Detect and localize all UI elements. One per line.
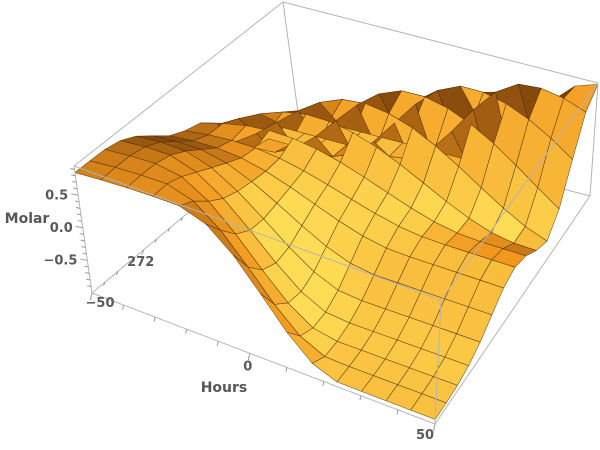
hours-minor-tick — [153, 316, 156, 322]
molar-major-tick — [75, 225, 83, 229]
molar-minor-tick — [77, 220, 82, 222]
molar-minor-tick — [82, 252, 87, 255]
hours-major-tick — [90, 292, 93, 301]
surface-quad — [410, 393, 447, 420]
box-edge-back-vertical — [282, 1, 300, 121]
box-edge-top-back-left — [73, 1, 284, 167]
box-edge-top-front-left — [73, 165, 442, 301]
kelvin-minor-tick — [128, 260, 132, 265]
molar-minor-tick — [71, 174, 76, 177]
kelvin-minor-tick — [116, 271, 119, 276]
hours-axis-line — [91, 292, 436, 425]
hours-minor-tick — [185, 329, 188, 334]
hours-minor-tick — [322, 381, 325, 387]
molar-minor-tick — [86, 285, 92, 287]
kelvin-minor-tick — [154, 238, 158, 243]
hours-tick-label: 0 — [243, 359, 252, 374]
box-edge-front-vertical — [434, 299, 442, 425]
hours-major-tick — [247, 353, 251, 361]
molar-minor-tick — [79, 233, 84, 235]
molar-major-tick — [71, 193, 79, 196]
molar-minor-tick — [80, 239, 85, 242]
surface-mesh — [74, 83, 599, 420]
molar-tick-label: 0.0 — [50, 221, 73, 236]
hours-minor-tick — [359, 395, 362, 401]
molar-minor-tick — [86, 278, 91, 281]
kelvin-minor-tick — [180, 217, 184, 221]
molar-tick-label: −0.5 — [43, 253, 77, 268]
box-edge-bottom-front-right — [434, 195, 591, 425]
molar-axis: 0.5 0.0 −0.5 Molar — [5, 165, 93, 294]
box-edge-right-vertical — [589, 82, 599, 197]
molar-minor-tick — [76, 213, 82, 216]
hours-tick-label: −50 — [86, 296, 115, 311]
kelvin-major-tick — [141, 249, 145, 255]
molar-minor-tick — [72, 180, 77, 183]
molar-minor-tick — [73, 187, 78, 190]
x-axis-label: Hours — [201, 380, 248, 396]
molar-axis-line — [73, 165, 93, 294]
hours-axis: −50 0 50 Hours — [86, 292, 436, 443]
molar-minor-tick — [85, 272, 90, 274]
kelvin-minor-tick — [167, 227, 171, 232]
kelvin-tick-label: 272 — [127, 255, 154, 270]
molar-minor-tick — [81, 246, 86, 248]
hours-tick-label: 50 — [416, 428, 434, 443]
molar-minor-tick — [75, 207, 81, 209]
kelvin-minor-tick — [103, 282, 106, 286]
molar-major-tick — [80, 258, 88, 261]
box-edge-top-back-right — [282, 1, 599, 84]
hours-minor-tick — [285, 367, 288, 373]
hours-minor-tick — [396, 409, 399, 415]
hours-minor-tick — [216, 341, 219, 346]
hours-major-tick — [433, 423, 436, 432]
molar-minor-tick — [84, 265, 89, 268]
z-axis-label: Molar — [5, 211, 50, 227]
box-edge-top-front-right — [440, 82, 599, 301]
bounding-box-front-edges — [73, 82, 599, 425]
molar-minor-tick — [70, 167, 75, 170]
molar-minor-tick — [74, 200, 80, 203]
molar-tick-label: 0.5 — [45, 188, 68, 203]
hours-minor-tick — [122, 304, 125, 310]
